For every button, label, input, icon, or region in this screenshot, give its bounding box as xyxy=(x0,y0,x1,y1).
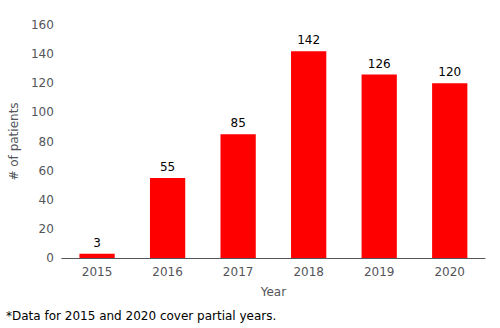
svg-text:126: 126 xyxy=(368,57,391,71)
svg-text:160: 160 xyxy=(31,18,54,32)
svg-text:2017: 2017 xyxy=(223,265,254,279)
svg-text:60: 60 xyxy=(39,164,54,178)
svg-text:# of patients: # of patients xyxy=(7,102,21,180)
svg-text:40: 40 xyxy=(39,193,54,207)
svg-text:Year: Year xyxy=(260,285,286,299)
svg-text:20: 20 xyxy=(39,222,54,236)
svg-text:3: 3 xyxy=(93,236,101,250)
svg-text:120: 120 xyxy=(438,65,461,79)
svg-text:2015: 2015 xyxy=(82,265,113,279)
svg-text:*Data for 2015 and 2020 cover: *Data for 2015 and 2020 cover partial ye… xyxy=(6,309,276,323)
svg-text:2020: 2020 xyxy=(434,265,465,279)
svg-text:0: 0 xyxy=(46,251,54,265)
svg-text:100: 100 xyxy=(31,105,54,119)
svg-text:55: 55 xyxy=(160,160,175,174)
svg-text:80: 80 xyxy=(39,135,54,149)
svg-text:120: 120 xyxy=(31,76,54,90)
svg-text:140: 140 xyxy=(31,47,54,61)
svg-text:2016: 2016 xyxy=(152,265,183,279)
svg-text:142: 142 xyxy=(297,33,320,47)
svg-text:2019: 2019 xyxy=(364,265,395,279)
svg-text:2018: 2018 xyxy=(293,265,324,279)
svg-text:85: 85 xyxy=(230,116,245,130)
